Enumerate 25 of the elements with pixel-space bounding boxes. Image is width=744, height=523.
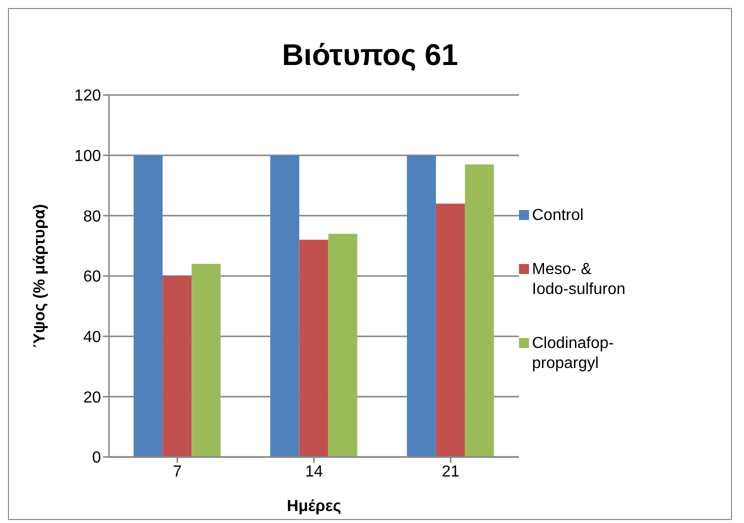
bar: [436, 204, 465, 457]
x-axis-title: Ημέρες: [286, 498, 342, 515]
y-tick-label: 80: [83, 208, 102, 226]
y-tick-label: 0: [92, 450, 102, 467]
y-tick-label: 120: [74, 88, 102, 105]
y-tick-label: 60: [83, 268, 102, 286]
y-tick-label: 20: [83, 389, 102, 406]
y-tick-label: 40: [83, 329, 102, 346]
x-tick-label: 14: [305, 463, 323, 480]
bar: [464, 164, 494, 457]
bar: [162, 276, 192, 457]
bar: [134, 155, 163, 457]
bar: [270, 155, 300, 457]
y-axis-title: Ύψος (% μάρτυρα): [32, 204, 49, 348]
bar: [406, 155, 436, 457]
bar: [328, 234, 358, 457]
chart-title: Βιότυπος 61: [280, 39, 460, 74]
x-tick-label: 7: [172, 463, 182, 480]
legend-label: Meso- & Iodo-sulfuron: [532, 260, 626, 300]
y-tick-label: 100: [74, 148, 102, 166]
legend-label: Clodinafop-propargyl: [532, 334, 615, 374]
bar: [192, 264, 221, 457]
bar: [299, 240, 328, 457]
x-tick-label: 21: [442, 463, 460, 480]
legend-label: Control: [532, 206, 584, 226]
